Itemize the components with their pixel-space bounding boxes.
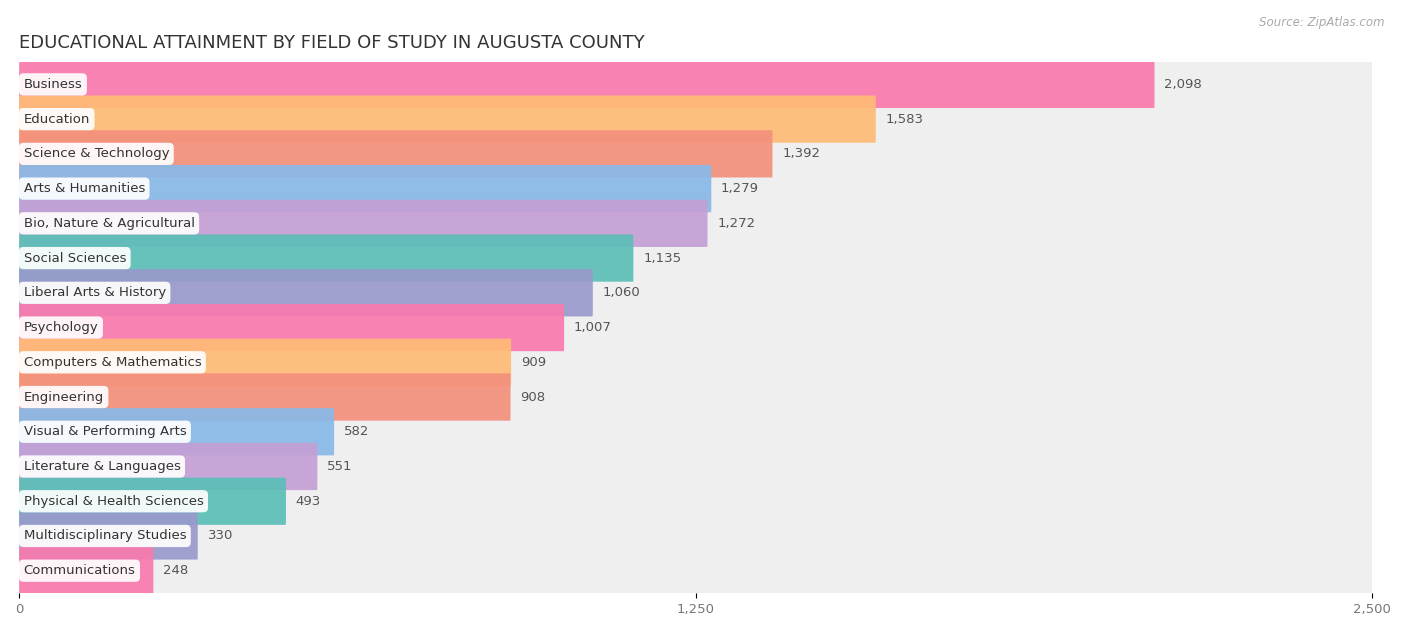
FancyBboxPatch shape [20,512,1372,560]
FancyBboxPatch shape [20,269,1372,316]
Text: 551: 551 [328,460,353,473]
FancyBboxPatch shape [20,304,564,351]
FancyBboxPatch shape [20,408,1372,456]
FancyBboxPatch shape [20,61,1372,108]
FancyBboxPatch shape [20,339,1372,386]
FancyBboxPatch shape [20,443,318,490]
Text: 1,060: 1,060 [603,286,640,299]
FancyBboxPatch shape [20,339,512,386]
Text: Liberal Arts & History: Liberal Arts & History [24,286,166,299]
Text: Source: ZipAtlas.com: Source: ZipAtlas.com [1260,16,1385,29]
Text: Multidisciplinary Studies: Multidisciplinary Studies [24,529,186,543]
Text: 1,135: 1,135 [643,252,682,264]
Text: Business: Business [24,78,83,91]
FancyBboxPatch shape [20,165,711,212]
FancyBboxPatch shape [20,130,772,177]
Text: 1,272: 1,272 [717,217,755,230]
Text: 1,007: 1,007 [574,321,612,334]
Text: Psychology: Psychology [24,321,98,334]
FancyBboxPatch shape [20,443,1372,490]
Text: 493: 493 [295,495,321,508]
Text: 330: 330 [208,529,233,543]
FancyBboxPatch shape [20,304,1372,351]
FancyBboxPatch shape [20,478,285,525]
FancyBboxPatch shape [20,269,593,316]
FancyBboxPatch shape [20,200,1372,247]
Text: Computers & Mathematics: Computers & Mathematics [24,356,201,369]
Text: 908: 908 [520,391,546,403]
Text: Physical & Health Sciences: Physical & Health Sciences [24,495,204,508]
FancyBboxPatch shape [20,374,510,421]
FancyBboxPatch shape [20,165,1372,212]
Text: 1,279: 1,279 [721,182,759,195]
FancyBboxPatch shape [20,200,707,247]
FancyBboxPatch shape [20,374,1372,421]
Text: Arts & Humanities: Arts & Humanities [24,182,145,195]
FancyBboxPatch shape [20,130,1372,177]
Text: EDUCATIONAL ATTAINMENT BY FIELD OF STUDY IN AUGUSTA COUNTY: EDUCATIONAL ATTAINMENT BY FIELD OF STUDY… [20,34,645,52]
Text: Bio, Nature & Agricultural: Bio, Nature & Agricultural [24,217,194,230]
Text: Science & Technology: Science & Technology [24,148,169,160]
FancyBboxPatch shape [20,478,1372,525]
FancyBboxPatch shape [20,547,153,594]
FancyBboxPatch shape [20,547,1372,594]
FancyBboxPatch shape [20,61,1154,108]
FancyBboxPatch shape [20,408,335,456]
FancyBboxPatch shape [20,95,876,143]
Text: Education: Education [24,112,90,126]
Text: 1,392: 1,392 [782,148,820,160]
FancyBboxPatch shape [20,512,198,560]
Text: 582: 582 [344,425,370,439]
Text: 248: 248 [163,564,188,577]
Text: Literature & Languages: Literature & Languages [24,460,180,473]
FancyBboxPatch shape [20,235,1372,281]
Text: 909: 909 [520,356,546,369]
Text: Social Sciences: Social Sciences [24,252,127,264]
FancyBboxPatch shape [20,95,1372,143]
Text: Communications: Communications [24,564,135,577]
FancyBboxPatch shape [20,235,633,281]
Text: Visual & Performing Arts: Visual & Performing Arts [24,425,186,439]
Text: Engineering: Engineering [24,391,104,403]
Text: 2,098: 2,098 [1164,78,1202,91]
Text: 1,583: 1,583 [886,112,924,126]
